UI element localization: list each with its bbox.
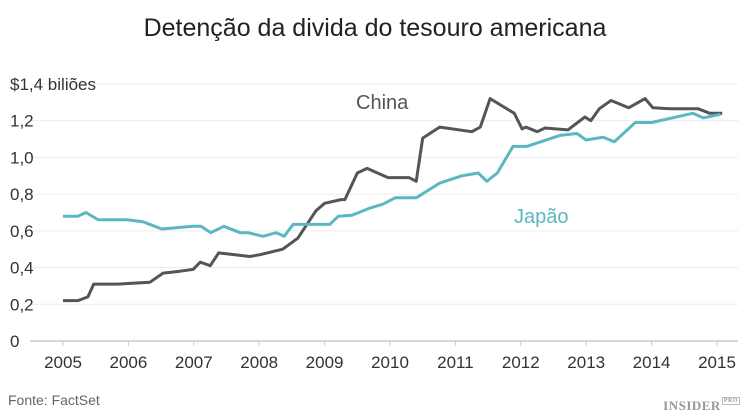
source-note: Fonte: FactSet [8,392,100,408]
series-label-japao: Japão [514,206,569,228]
chart-title: Detenção da divida do tesouro americana [143,14,607,42]
x-tick-label: 2005 [44,353,82,372]
x-tick-label: 2006 [109,353,147,372]
x-tick-label: 2008 [240,353,278,372]
x-tick-label: 2010 [371,353,409,372]
y-tick-label: 0,6 [10,222,34,241]
x-tick-label: 2011 [437,353,474,372]
x-tick-label: 2009 [306,353,344,372]
x-tick-label: 2015 [698,353,736,372]
series-line-japão [63,111,721,238]
y-tick-label: 0,8 [10,185,34,204]
x-tick-label: 2012 [502,353,540,372]
y-tick-label: 1,2 [10,112,34,131]
x-tick-label: 2007 [175,353,213,372]
insider-pro-logo: INSIDER PRO [663,397,740,413]
y-tick-label: 0,2 [10,295,34,314]
series-label-china: China [356,92,409,114]
y-tick-label: 0 [10,332,19,351]
y-tick-label: 1,0 [10,148,34,167]
y-tick-label: 0,4 [10,259,34,278]
x-tick-label: 2013 [567,353,605,372]
y-axis-label: $1,4 biliões [10,75,96,94]
x-tick-label: 2014 [633,353,671,372]
